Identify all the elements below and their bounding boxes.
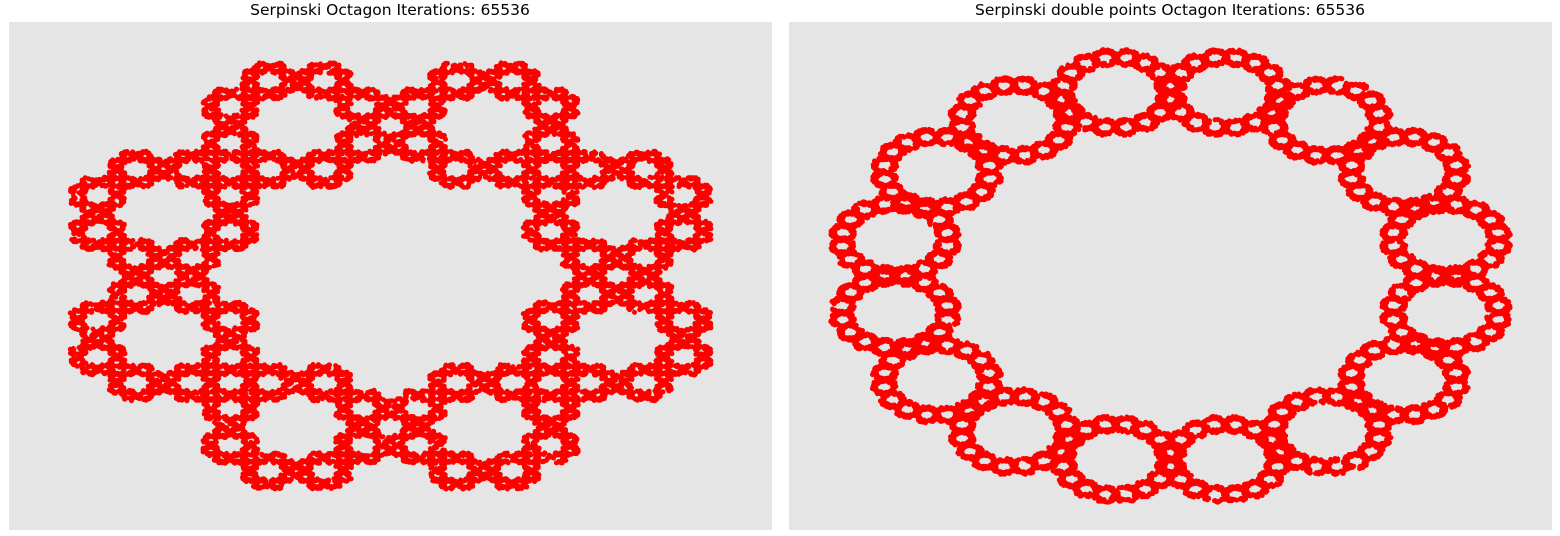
plot-area [789,22,1552,530]
scatter-plot-double-points-octagon [789,22,1552,530]
chart-title: Serpinski double points Octagon Iteratio… [780,0,1560,22]
chart-panel-octagon: Serpinski Octagon Iterations: 65536 [0,0,780,536]
chart-panel-double-points-octagon: Serpinski double points Octagon Iteratio… [780,0,1560,536]
plot-background [789,22,1552,530]
plot-area [9,22,772,530]
scatter-plot-octagon [9,22,772,530]
chart-title: Serpinski Octagon Iterations: 65536 [0,0,780,22]
